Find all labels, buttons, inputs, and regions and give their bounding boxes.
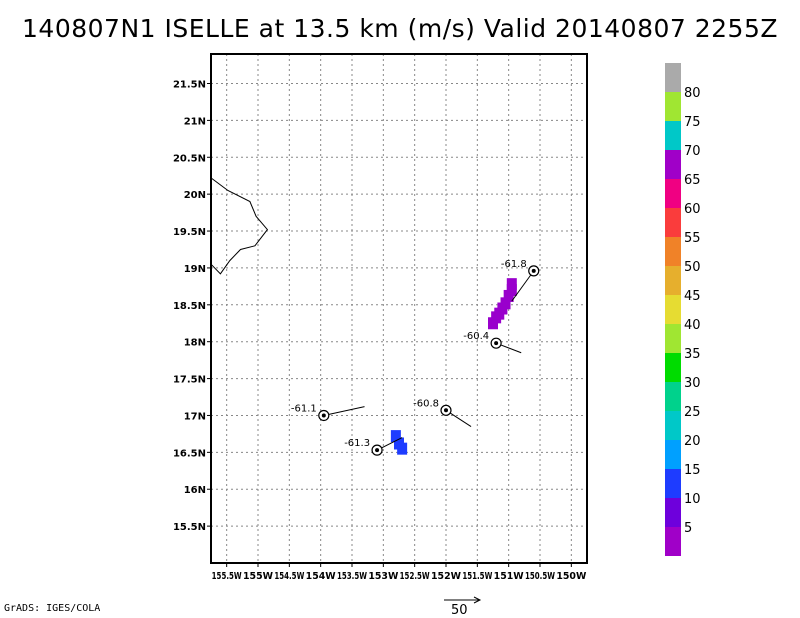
lon-tick-label: 151.5W	[462, 571, 492, 582]
lat-tick-label: 18N	[184, 338, 206, 349]
center-marker-inner	[444, 408, 448, 413]
lat-tick-label: 21N	[184, 116, 206, 127]
colorbar-label: 75	[684, 115, 701, 130]
colorbar-segment	[665, 411, 681, 440]
colorbar-label: 35	[684, 347, 701, 362]
colorbar-label: 50	[684, 260, 701, 275]
grid-lines	[211, 54, 587, 563]
lon-tick-label: 154W	[306, 571, 336, 582]
colorbar-segment	[665, 63, 681, 92]
coastline-path	[210, 177, 269, 275]
colorbar-label: 40	[684, 318, 701, 333]
center-value-label: -60.8	[413, 398, 439, 409]
colorbar-label: 30	[684, 376, 701, 391]
lon-tick-label: 153.5W	[337, 571, 367, 582]
lat-tick-label: 16N	[184, 485, 206, 496]
lat-tick-label: 15.5N	[173, 522, 206, 533]
colorbar-segment	[665, 498, 681, 527]
rain-cell	[506, 278, 517, 291]
wind-barb	[323, 406, 365, 416]
lat-tick-label: 21.5N	[173, 80, 206, 91]
lon-tick-label: 153W	[368, 571, 398, 582]
lat-tick-label: 17N	[184, 411, 206, 422]
colorbar-segment	[665, 440, 681, 469]
colorbar-segment	[665, 382, 681, 411]
lat-tick-label: 19.5N	[173, 227, 206, 238]
center-value-label: -60.4	[463, 331, 489, 342]
colorbar-label: 10	[684, 492, 701, 507]
colorbar-segment	[665, 469, 681, 498]
lat-tick-label: 16.5N	[173, 448, 206, 459]
vortex-centers: -61.8 -60.4 -61.1 -60.8 -61.3	[291, 259, 540, 456]
colorbar-segment	[665, 353, 681, 382]
colorbar-label: 15	[684, 463, 701, 478]
colorbar-segment	[665, 295, 681, 324]
center-marker-inner	[375, 448, 380, 453]
colorbar-segment	[665, 208, 681, 237]
rain-cell	[500, 297, 511, 310]
colorbar-label: 5	[684, 521, 692, 536]
colorbar-segment	[665, 324, 681, 353]
lon-tick-label: 150.5W	[525, 571, 555, 582]
longitude-labels: 155.5W 155W 154.5W 154W 153.5W 153W 152.5W 152W…	[212, 563, 586, 582]
colorbar-segment	[665, 237, 681, 266]
lon-tick-label: 155W	[243, 571, 273, 582]
colorbar-label: 45	[684, 289, 701, 304]
colorbar-label: 60	[684, 202, 701, 217]
center-value-label: -61.8	[501, 259, 527, 270]
latitude-labels: 15.5N 16N 16.5N 17N 17.5N 18N 18.5N 19N 19.5N 20N…	[173, 80, 211, 533]
center-value-label: -61.1	[291, 403, 317, 414]
center-value-label: -61.3	[344, 438, 370, 449]
colorbar-segment	[665, 527, 681, 556]
lat-tick-label: 18.5N	[173, 301, 206, 312]
chart-title: 140807N1 ISELLE at 13.5 km (m/s) Valid 2…	[22, 14, 778, 43]
scale-arrow: 50	[444, 596, 482, 618]
center-marker-inner	[321, 413, 326, 418]
colorbar-segment	[665, 92, 681, 121]
lon-tick-label: 152.5W	[400, 571, 430, 582]
lat-tick-label: 19N	[184, 264, 206, 275]
colorbar-label: 55	[684, 231, 701, 246]
scale-arrow-label: 50	[451, 603, 468, 618]
rain-cell	[397, 442, 408, 455]
center-marker-inner	[494, 341, 499, 346]
lon-tick-label: 150W	[556, 571, 586, 582]
colorbar-label: 65	[684, 173, 701, 188]
scale-arrowhead	[473, 596, 482, 604]
rain-field	[390, 278, 517, 455]
wind-barb	[511, 270, 535, 302]
colorbar-segment	[665, 179, 681, 208]
lon-tick-label: 155.5W	[212, 571, 242, 582]
colorbar: 5 10 15 20 25 30 35 40 45 50 55 60 65 70 75 80	[665, 63, 701, 556]
footer-credit: GrADS: IGES/COLA	[4, 603, 101, 614]
colorbar-segment	[665, 121, 681, 150]
coastline	[210, 177, 269, 275]
colorbar-label: 25	[684, 405, 701, 420]
map-frame	[210, 53, 588, 564]
rain-cell	[390, 430, 401, 443]
colorbar-label: 80	[684, 86, 701, 101]
lon-tick-label: 154.5W	[274, 571, 304, 582]
colorbar-segment	[665, 266, 681, 295]
lon-tick-label: 152W	[431, 571, 461, 582]
colorbar-segment	[665, 150, 681, 179]
colorbar-label: 70	[684, 144, 701, 159]
lon-tick-label: 151W	[494, 571, 524, 582]
colorbar-label: 20	[684, 434, 701, 449]
lat-tick-label: 20N	[184, 190, 206, 201]
lat-tick-label: 20.5N	[173, 153, 206, 164]
lat-tick-label: 17.5N	[173, 375, 206, 386]
center-marker-inner	[531, 268, 536, 273]
